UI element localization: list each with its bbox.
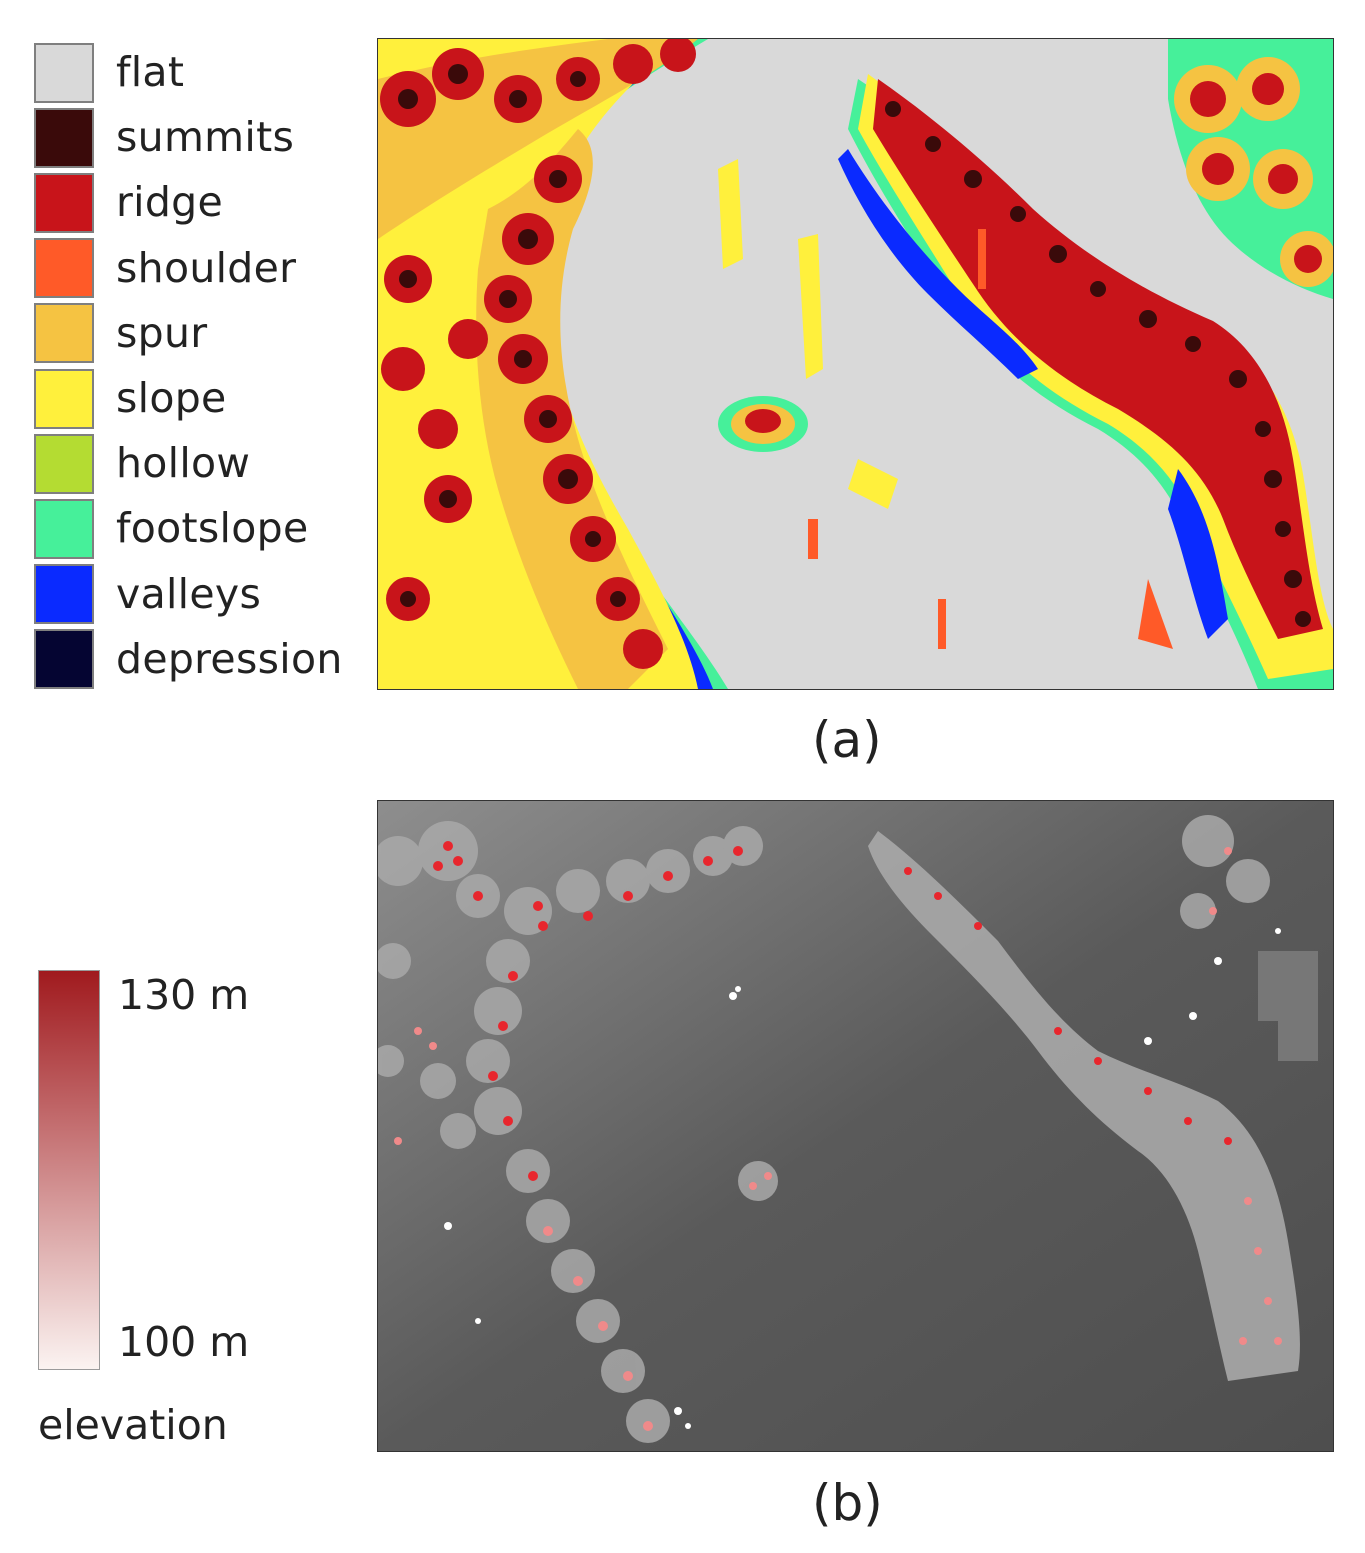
legend-swatch [34,433,94,494]
legend-label: shoulder [116,243,297,292]
legend-swatch [34,172,94,233]
legend-label: valleys [116,569,262,618]
legend-item-valleys: valleys [34,562,343,627]
legend-item-slope: slope [34,366,343,431]
legend-item-shoulder: shoulder [34,236,343,301]
legend-swatch [34,238,94,299]
legend-item-footslope: footslope [34,496,343,561]
landform-legend: flat summits ridge shoulder spur slope h… [34,40,343,692]
elevation-map-graphic [378,801,1333,1451]
panel-b-caption: (b) [812,1474,883,1532]
landform-map [377,38,1334,690]
colorbar-title: elevation [38,1401,228,1449]
panel-a-caption: (a) [812,711,882,769]
legend-swatch [34,42,94,103]
legend-label: summits [116,113,295,162]
legend-label: spur [116,308,208,357]
legend-item-hollow: hollow [34,431,343,496]
colorbar-min-label: 100 m [118,1318,250,1366]
landform-map-graphic [378,39,1333,689]
colorbar-max-label: 130 m [118,971,250,1019]
legend-swatch [34,629,94,690]
legend-item-ridge: ridge [34,170,343,235]
legend-label: hollow [116,439,251,488]
legend-label: footslope [116,504,309,553]
legend-swatch [34,107,94,168]
legend-swatch [34,498,94,559]
legend-item-depression: depression [34,627,343,692]
legend-item-summits: summits [34,105,343,170]
legend-item-flat: flat [34,40,343,105]
legend-swatch [34,303,94,364]
legend-label: ridge [116,178,224,227]
legend-swatch [34,564,94,625]
legend-swatch [34,368,94,429]
elevation-colorbar [38,970,100,1370]
elevation-map [377,800,1334,1452]
legend-item-spur: spur [34,301,343,366]
legend-label: slope [116,374,227,423]
legend-label: flat [116,48,185,97]
legend-label: depression [116,634,343,683]
